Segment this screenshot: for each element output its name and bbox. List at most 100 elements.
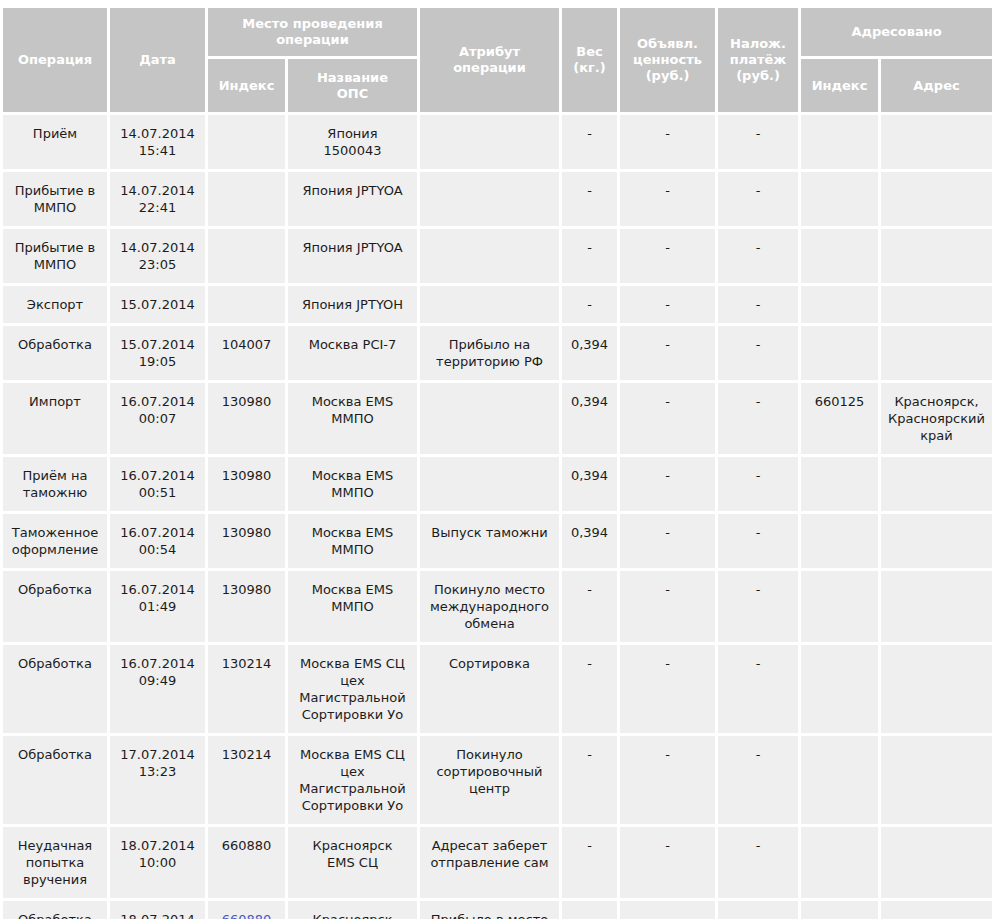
cell-address: Красноярск, Красноярский край bbox=[881, 383, 992, 454]
cell-address bbox=[881, 115, 992, 169]
cell-weight: - bbox=[562, 172, 617, 226]
cell-attribute bbox=[420, 383, 559, 454]
cell-attribute: Сортировка bbox=[420, 645, 559, 733]
table-body: Приём14.07.2014 15:41Япония 1500043---Пр… bbox=[3, 115, 992, 919]
cell-address bbox=[881, 901, 992, 919]
cell-date: 17.07.2014 13:23 bbox=[110, 736, 205, 824]
cell-weight: - bbox=[562, 645, 617, 733]
tracking-table: Операция Дата Место проведения операции … bbox=[0, 5, 995, 919]
place-index-link[interactable]: 660880 bbox=[222, 912, 272, 919]
cell-date: 16.07.2014 09:49 bbox=[110, 645, 205, 733]
cell-cod: - bbox=[718, 115, 798, 169]
cell-address bbox=[881, 645, 992, 733]
cell-weight: - bbox=[562, 286, 617, 323]
cell-attribute bbox=[420, 115, 559, 169]
cell-ops-name: Москва EMS ММПО bbox=[288, 514, 417, 568]
header-place-name: Название ОПС bbox=[288, 59, 417, 112]
cell-address bbox=[881, 326, 992, 380]
table-row: Неудачная попытка вручения18.07.2014 10:… bbox=[3, 827, 992, 898]
cell-index: 130980 bbox=[208, 383, 285, 454]
cell-cod: - bbox=[718, 901, 798, 919]
cell-operation: Обработка bbox=[3, 736, 107, 824]
cell-addr-index bbox=[801, 172, 878, 226]
cell-operation: Импорт bbox=[3, 383, 107, 454]
cell-index bbox=[208, 115, 285, 169]
table-row: Таможенное оформление16.07.2014 00:54130… bbox=[3, 514, 992, 568]
cell-weight: 0,394 bbox=[562, 514, 617, 568]
header-place-index: Индекс bbox=[208, 59, 285, 112]
cell-date: 15.07.2014 19:05 bbox=[110, 326, 205, 380]
cell-addr-index bbox=[801, 571, 878, 642]
cell-date: 14.07.2014 23:05 bbox=[110, 229, 205, 283]
cell-cod: - bbox=[718, 457, 798, 511]
cell-address bbox=[881, 172, 992, 226]
cell-weight: 0,394 bbox=[562, 383, 617, 454]
cell-attribute bbox=[420, 172, 559, 226]
cell-declared-value: - bbox=[620, 172, 715, 226]
cell-ops-name: Япония JPTYOA bbox=[288, 229, 417, 283]
cell-date: 16.07.2014 00:07 bbox=[110, 383, 205, 454]
cell-ops-name: Москва EMS СЦ цех Магистральной Сортиров… bbox=[288, 645, 417, 733]
cell-address bbox=[881, 827, 992, 898]
cell-declared-value: - bbox=[620, 571, 715, 642]
cell-declared-value: - bbox=[620, 383, 715, 454]
cell-attribute: Выпуск таможни bbox=[420, 514, 559, 568]
cell-operation: Обработка bbox=[3, 571, 107, 642]
table-row: Приём14.07.2014 15:41Япония 1500043--- bbox=[3, 115, 992, 169]
cell-weight: - bbox=[562, 827, 617, 898]
cell-address bbox=[881, 229, 992, 283]
cell-weight: 0,394 bbox=[562, 326, 617, 380]
cell-index bbox=[208, 229, 285, 283]
cell-operation: Прибытие в ММПО bbox=[3, 229, 107, 283]
table-row: Обработка16.07.2014 09:49130214Москва EM… bbox=[3, 645, 992, 733]
header-attribute: Атрибут операции bbox=[420, 8, 559, 112]
cell-addr-index bbox=[801, 457, 878, 511]
cell-attribute: Прибыло в место вручения bbox=[420, 901, 559, 919]
cell-declared-value: - bbox=[620, 229, 715, 283]
cell-addr-index bbox=[801, 229, 878, 283]
cell-addr-index bbox=[801, 514, 878, 568]
cell-operation: Обработка bbox=[3, 901, 107, 919]
cell-attribute bbox=[420, 457, 559, 511]
cell-index: 104007 bbox=[208, 326, 285, 380]
cell-address bbox=[881, 457, 992, 511]
cell-cod: - bbox=[718, 286, 798, 323]
cell-ops-name: Красноярск EMS СЦ bbox=[288, 827, 417, 898]
cell-declared-value: - bbox=[620, 326, 715, 380]
cell-cod: - bbox=[718, 326, 798, 380]
table-row: Прибытие в ММПО14.07.2014 23:05 Япония JP… bbox=[3, 229, 992, 283]
cell-attribute bbox=[420, 286, 559, 323]
table-row: Прибытие в ММПО14.07.2014 22:41Япония JP… bbox=[3, 172, 992, 226]
cell-declared-value: - bbox=[620, 901, 715, 919]
cell-index: 130980 bbox=[208, 571, 285, 642]
cell-cod: - bbox=[718, 571, 798, 642]
cell-addr-index bbox=[801, 827, 878, 898]
cell-addr-index bbox=[801, 645, 878, 733]
cell-address bbox=[881, 736, 992, 824]
cell-index bbox=[208, 172, 285, 226]
cell-date: 18.07.2014 13:54 bbox=[110, 901, 205, 919]
cell-date: 14.07.2014 15:41 bbox=[110, 115, 205, 169]
table-row: Обработка17.07.2014 13:23130214Москва EM… bbox=[3, 736, 992, 824]
cell-addr-index bbox=[801, 326, 878, 380]
cell-date: 18.07.2014 10:00 bbox=[110, 827, 205, 898]
cell-address bbox=[881, 286, 992, 323]
cell-weight: - bbox=[562, 571, 617, 642]
cell-ops-name: Москва EMS ММПО bbox=[288, 571, 417, 642]
cell-date: 16.07.2014 00:54 bbox=[110, 514, 205, 568]
cell-ops-name: Москва EMS ММПО bbox=[288, 383, 417, 454]
header-addressed-group: Адресовано bbox=[801, 8, 992, 56]
cell-ops-name: Япония JPTYOA bbox=[288, 172, 417, 226]
cell-operation: Приём bbox=[3, 115, 107, 169]
header-addr-address: Адрес bbox=[881, 59, 992, 112]
cell-operation: Приём на таможню bbox=[3, 457, 107, 511]
cell-index: 130980 bbox=[208, 457, 285, 511]
cell-declared-value: - bbox=[620, 457, 715, 511]
cell-attribute: Покинуло место международного обмена bbox=[420, 571, 559, 642]
cell-attribute: Адресат заберет отправление сам bbox=[420, 827, 559, 898]
cell-addr-index bbox=[801, 115, 878, 169]
cell-ops-name: Москва EMS ММПО bbox=[288, 457, 417, 511]
cell-address bbox=[881, 514, 992, 568]
cell-operation: Обработка bbox=[3, 645, 107, 733]
cell-declared-value: - bbox=[620, 286, 715, 323]
